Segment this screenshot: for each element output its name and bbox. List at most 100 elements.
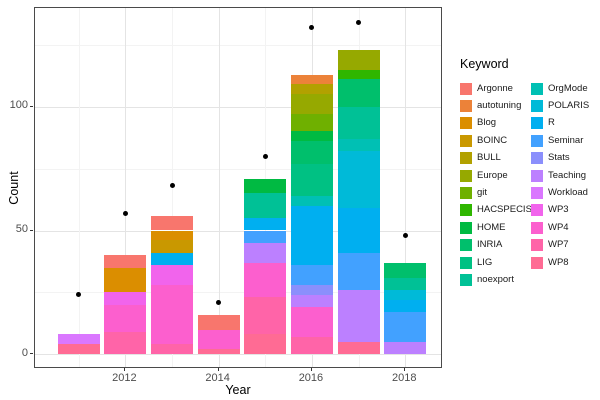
legend-label: BOINC bbox=[477, 134, 508, 146]
legend-label: WP3 bbox=[548, 204, 569, 216]
bar-segment-2018-POLARIS bbox=[384, 289, 427, 300]
gridline-major-y bbox=[35, 354, 441, 356]
legend-item-LIG: LIG bbox=[458, 254, 529, 271]
bar-segment-2018-noexport bbox=[384, 277, 427, 290]
bar-segment-2016-R bbox=[290, 205, 333, 266]
bar-segment-2016-OrgMode bbox=[290, 195, 333, 206]
gridline-major-y bbox=[35, 106, 441, 108]
y-tick-label: 0 bbox=[21, 346, 28, 359]
x-tick-label: 2012 bbox=[112, 372, 137, 384]
legend-label: POLARIS bbox=[548, 100, 590, 112]
bar-segment-2017-Teaching bbox=[337, 289, 380, 342]
y-tick-label: 100 bbox=[9, 99, 28, 112]
observation-dot-2014 bbox=[216, 299, 222, 305]
bar-segment-2016-BULL bbox=[290, 84, 333, 95]
bar-segment-2017-noexport bbox=[337, 106, 380, 139]
legend-label: WP7 bbox=[548, 239, 569, 251]
gridline-major-x bbox=[218, 8, 220, 367]
legend-swatch bbox=[460, 221, 472, 234]
bar-segment-2013-WP3 bbox=[151, 265, 193, 285]
bar-segment-2012-Argonne bbox=[104, 255, 147, 268]
bar-segment-2013-WP7 bbox=[151, 344, 193, 355]
gridline-minor-y bbox=[35, 168, 441, 170]
bar-segment-2011-WP8 bbox=[57, 344, 100, 355]
legend-item-Argonne: Argonne bbox=[458, 80, 529, 97]
bar-segment-2013-Blog bbox=[151, 230, 193, 241]
legend-item-WP3: WP3 bbox=[529, 202, 600, 219]
observation-dot-2018 bbox=[402, 232, 408, 238]
x-tick-label: 2014 bbox=[205, 372, 230, 384]
x-tick-mark bbox=[124, 368, 126, 371]
observation-dot-2017 bbox=[356, 20, 362, 26]
legend-item-BULL: BULL bbox=[458, 150, 529, 167]
y-tick-mark bbox=[30, 229, 33, 231]
legend-item-Workload: Workload bbox=[529, 184, 600, 201]
legend-item-noexport: noexport bbox=[458, 271, 529, 288]
legend-swatch bbox=[531, 256, 543, 269]
bar-segment-2016-WP7 bbox=[290, 336, 333, 355]
y-tick-mark bbox=[30, 353, 33, 355]
bar-segment-2016-autotuning bbox=[290, 74, 333, 85]
observation-dot-2016 bbox=[309, 24, 315, 30]
bar-segment-2017-INRIA bbox=[337, 79, 380, 107]
bar-segment-2015-WP7 bbox=[244, 297, 287, 335]
bar-segment-2017-POLARIS bbox=[337, 151, 380, 209]
legend-swatch bbox=[460, 239, 472, 252]
bar-segment-2013-BOINC bbox=[151, 240, 193, 253]
legend-item-R: R bbox=[529, 115, 600, 132]
y-axis-title: Count bbox=[7, 171, 21, 205]
y-tick-label: 50 bbox=[15, 223, 28, 235]
legend-label: WP4 bbox=[548, 221, 569, 233]
bar-segment-2017-WP8 bbox=[337, 341, 380, 355]
legend-swatch bbox=[460, 134, 472, 147]
legend-label: LIG bbox=[477, 256, 493, 268]
bar-segment-2016-WP4 bbox=[290, 307, 333, 337]
bar-segment-2017-OrgMode bbox=[337, 138, 380, 152]
bar-segment-2016-INRIA bbox=[290, 141, 333, 164]
bar-segment-2013-R bbox=[151, 252, 193, 266]
bar-segment-2012-WP3 bbox=[104, 292, 147, 305]
bar-segment-2017-Seminar bbox=[337, 252, 380, 290]
bar-segment-2016-Seminar bbox=[290, 265, 333, 285]
observation-dot-2015 bbox=[262, 153, 268, 159]
legend-item-HOME: HOME bbox=[458, 219, 529, 236]
legend-swatch bbox=[531, 221, 543, 234]
bar-segment-2015-R bbox=[244, 218, 287, 231]
bar-segment-2014-Argonne bbox=[197, 314, 240, 330]
legend-swatch bbox=[531, 117, 543, 130]
x-tick-label: 2016 bbox=[298, 372, 324, 384]
legend-label: BULL bbox=[477, 152, 501, 164]
legend-swatch bbox=[460, 169, 472, 182]
legend-swatch bbox=[531, 169, 543, 182]
legend-label: HOME bbox=[477, 221, 506, 233]
bar-segment-2014-WP8 bbox=[197, 349, 240, 355]
legend-swatch bbox=[531, 204, 543, 217]
legend-swatch bbox=[531, 239, 543, 252]
gridline-minor-x bbox=[78, 8, 80, 367]
gridline-minor-y bbox=[35, 44, 441, 46]
legend-title: Keyword bbox=[460, 57, 509, 71]
x-tick-mark bbox=[217, 368, 219, 371]
y-tick-mark bbox=[30, 105, 33, 107]
legend-label: Europe bbox=[477, 169, 508, 181]
bar-segment-2012-WP7 bbox=[104, 332, 147, 355]
legend-item-HACSPECIS: HACSPECIS bbox=[458, 202, 532, 219]
legend-label: Workload bbox=[548, 187, 588, 199]
legend-label: Argonne bbox=[477, 82, 513, 94]
plot-panel bbox=[34, 7, 442, 368]
legend-item-WP4: WP4 bbox=[529, 219, 600, 236]
legend-label: git bbox=[477, 187, 488, 199]
legend-label: autotuning bbox=[477, 100, 522, 112]
legend-item-git: git bbox=[458, 184, 529, 201]
bar-segment-2014-WP4 bbox=[197, 329, 240, 350]
legend-item-WP7: WP7 bbox=[529, 237, 600, 254]
legend-item-OrgMode: OrgMode bbox=[529, 80, 600, 97]
bar-segment-2015-HOME bbox=[244, 178, 287, 194]
legend-label: Seminar bbox=[548, 134, 584, 146]
legend-item-Stats: Stats bbox=[529, 150, 600, 167]
legend-swatch bbox=[460, 82, 472, 95]
observation-dot-2011 bbox=[76, 292, 82, 298]
bar-segment-2015-Seminar bbox=[244, 230, 287, 243]
legend-items: Argonne autotuning Blog BOINC BULL Europe git H… bbox=[458, 80, 600, 289]
legend-swatch bbox=[531, 100, 543, 113]
